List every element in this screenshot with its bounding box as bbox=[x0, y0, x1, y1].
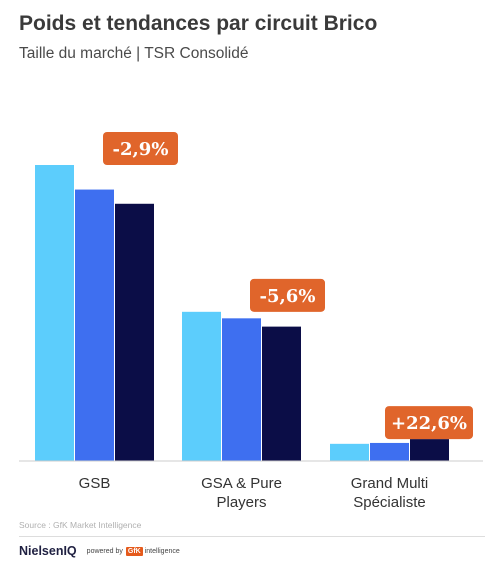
annotation-box-1 bbox=[250, 278, 325, 312]
bar-0-1 bbox=[75, 189, 114, 461]
bar-2-0 bbox=[330, 443, 369, 461]
category-label-2: Grand Multi Spécialiste bbox=[351, 475, 429, 511]
annotation-2: +22,6% bbox=[385, 406, 473, 440]
annotation-1: -5,6% bbox=[250, 278, 325, 312]
annotation-group: -2,9% -5,6% +22,6% bbox=[103, 132, 473, 440]
bar-chart: GSB GSA & Pure Players Grand Multi Spécialis… bbox=[19, 132, 483, 511]
bar-0-2 bbox=[115, 203, 154, 461]
category-label-0: GSB bbox=[79, 475, 111, 492]
bar-0-0 bbox=[35, 165, 74, 461]
annotation-label-2: +22,6% bbox=[391, 413, 467, 434]
annotation-0: -2,9% bbox=[103, 132, 178, 165]
nielseniq-logo: NielsenIQ bbox=[19, 544, 77, 558]
bar-1-1 bbox=[222, 318, 261, 461]
category-label-group: GSB GSA & Pure Players Grand Multi Spécialis… bbox=[79, 475, 429, 511]
annotation-box-0 bbox=[103, 132, 178, 165]
category-label-1: GSA & Pure Players bbox=[201, 475, 282, 511]
bar-1-0 bbox=[182, 311, 221, 461]
footer-divider bbox=[19, 536, 485, 537]
bar-1-2 bbox=[262, 326, 301, 461]
powered-by-text: powered by bbox=[86, 547, 123, 555]
annotation-label-1: -5,6% bbox=[260, 286, 316, 307]
gfk-logo: GfK bbox=[125, 546, 143, 556]
annotation-box-2 bbox=[385, 406, 473, 440]
chart-title: Poids et tendances par circuit Brico bbox=[19, 12, 378, 35]
chart-subtitle: Taille du marché | TSR Consolidé bbox=[19, 45, 249, 62]
bar-2-2 bbox=[410, 439, 449, 461]
footer: NielsenIQ powered by GfK intelligence bbox=[19, 544, 180, 558]
intelligence-text: intelligence bbox=[144, 547, 180, 555]
bar-2-1 bbox=[370, 442, 409, 461]
annotation-label-0: -2,9% bbox=[113, 139, 169, 160]
bar-group bbox=[35, 165, 449, 461]
source-note: Source : GfK Market Intelligence bbox=[19, 520, 142, 530]
